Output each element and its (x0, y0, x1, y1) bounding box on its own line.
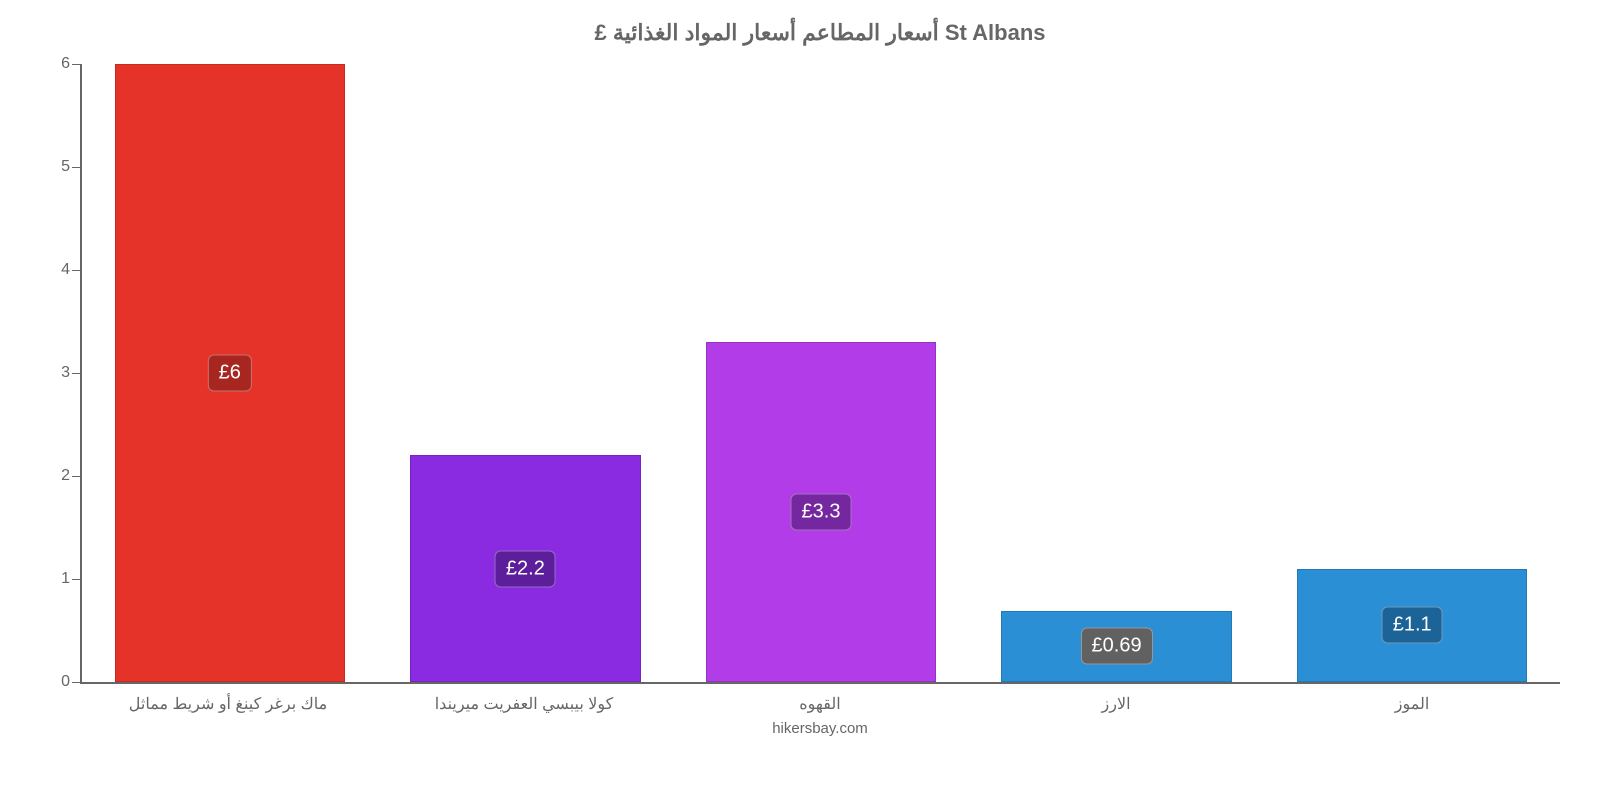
y-tick (72, 476, 82, 477)
y-tick-label: 6 (42, 55, 70, 73)
bar: £6 (115, 64, 346, 682)
bar: £1.1 (1297, 569, 1528, 682)
bar: £0.69 (1001, 611, 1232, 682)
y-tick (72, 682, 82, 683)
x-axis-label: ماك برغر كينغ أو شريط مماثل (80, 694, 376, 714)
chart-title: £ أسعار المطاعم أسعار المواد الغذائية St… (80, 20, 1560, 46)
value-badge: £6 (208, 355, 252, 392)
chart-credit: hikersbay.com (80, 720, 1560, 737)
value-badge: £1.1 (1382, 607, 1443, 644)
bars-container: £6 £2.2 £3.3 £0.69 £1.1 (82, 64, 1560, 682)
value-badge: £0.69 (1081, 628, 1153, 665)
price-bar-chart: £ أسعار المطاعم أسعار المواد الغذائية St… (0, 0, 1600, 800)
y-tick-label: 1 (42, 570, 70, 588)
y-tick-label: 2 (42, 467, 70, 485)
bar-slot: £1.1 (1264, 64, 1560, 682)
x-axis-label: الارز (968, 694, 1264, 714)
y-tick-label: 4 (42, 261, 70, 279)
y-tick-label: 5 (42, 158, 70, 176)
x-axis-labels: ماك برغر كينغ أو شريط مماثلكولا بيبسي ال… (80, 694, 1560, 714)
y-tick-label: 0 (42, 673, 70, 691)
plot-area: £6£2.2£3.3£0.69£1.1 0123456 (80, 64, 1560, 684)
y-tick (72, 373, 82, 374)
y-tick (72, 64, 82, 65)
bar: £3.3 (706, 342, 937, 682)
y-tick (72, 270, 82, 271)
bar-slot: £3.3 (673, 64, 969, 682)
bar: £2.2 (410, 455, 641, 682)
value-badge: £2.2 (495, 550, 556, 587)
x-axis-label: الموز (1264, 694, 1560, 714)
y-tick-label: 3 (42, 364, 70, 382)
value-badge: £3.3 (791, 494, 852, 531)
bar-slot: £2.2 (378, 64, 674, 682)
x-axis-label: القهوه (672, 694, 968, 714)
y-tick (72, 167, 82, 168)
bar-slot: £0.69 (969, 64, 1265, 682)
y-tick (72, 579, 82, 580)
bar-slot: £6 (82, 64, 378, 682)
x-axis-label: كولا بيبسي العفريت ميريندا (376, 694, 672, 714)
